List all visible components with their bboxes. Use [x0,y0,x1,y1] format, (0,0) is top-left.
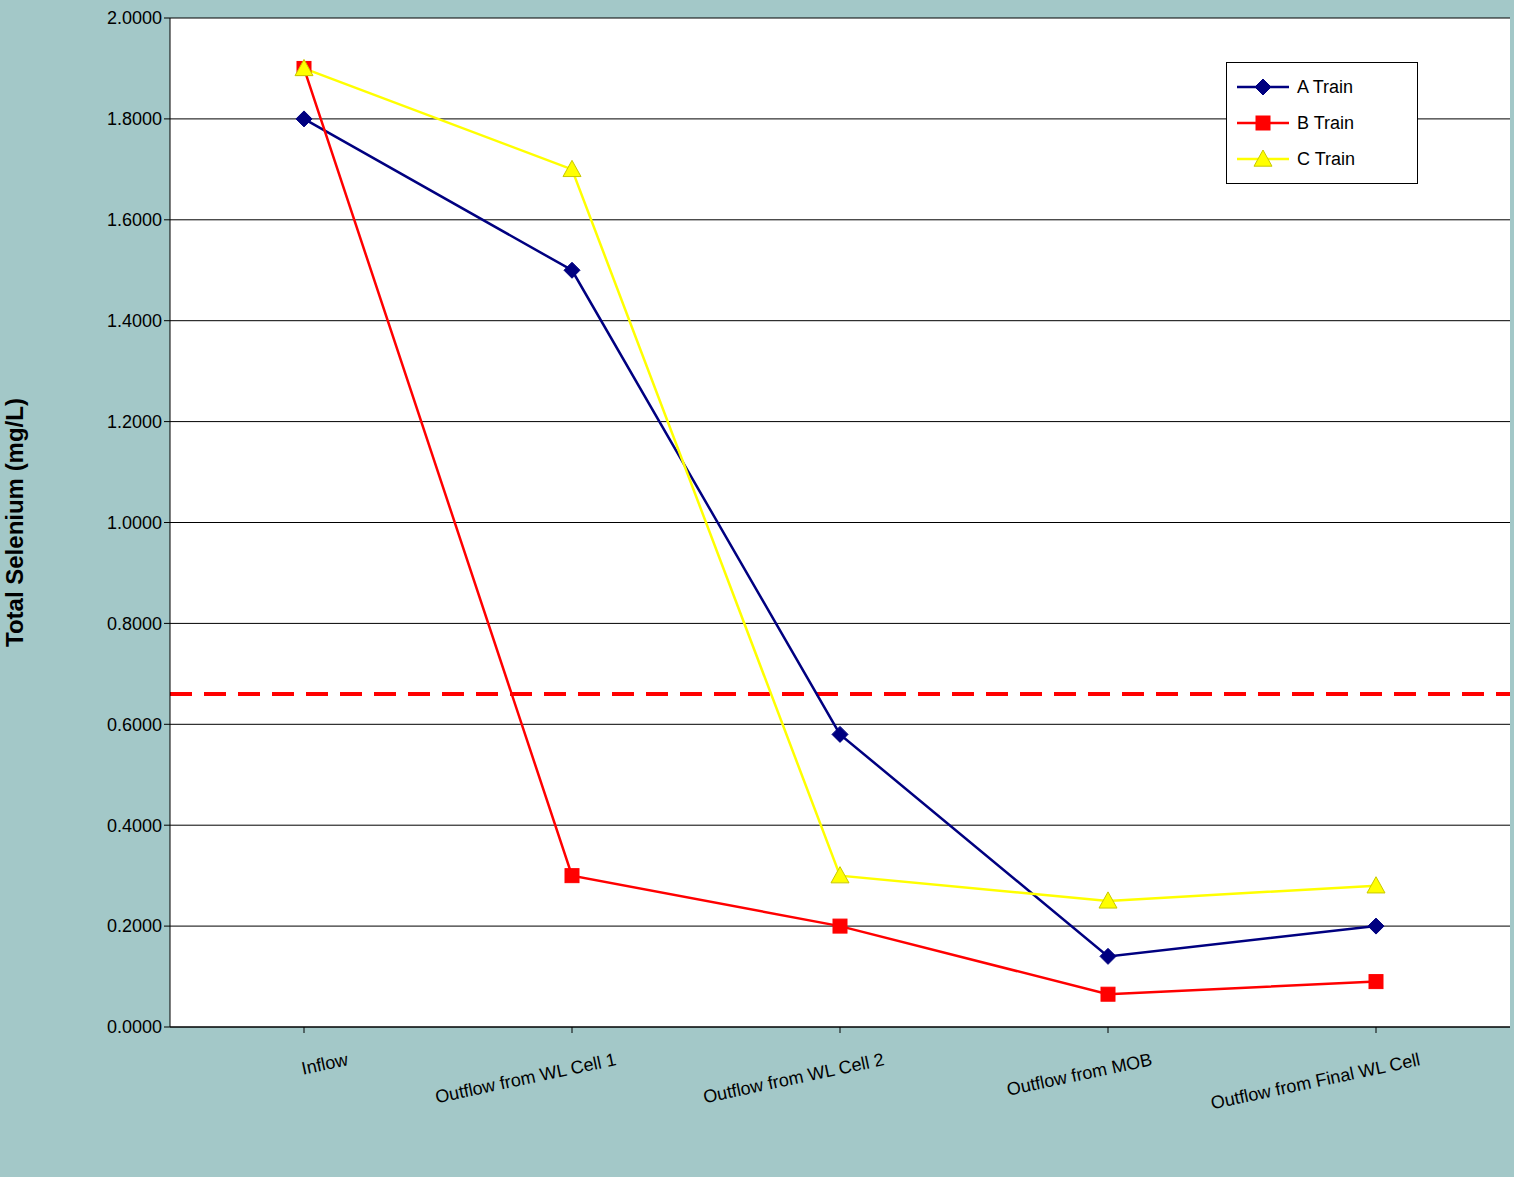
svg-text:Inflow: Inflow [300,1049,351,1079]
svg-text:1.6000: 1.6000 [107,210,162,230]
svg-text:0.8000: 0.8000 [107,614,162,634]
svg-text:Outflow from Final WL Cell: Outflow from Final WL Cell [1209,1049,1422,1113]
svg-text:2.0000: 2.0000 [107,8,162,28]
svg-text:Outflow from WL Cell 2: Outflow from WL Cell 2 [701,1049,886,1107]
svg-text:Total Selenium (mg/L): Total Selenium (mg/L) [1,398,28,647]
svg-text:1.2000: 1.2000 [107,412,162,432]
svg-text:0.0000: 0.0000 [107,1017,162,1037]
svg-text:0.6000: 0.6000 [107,715,162,735]
svg-text:0.2000: 0.2000 [107,916,162,936]
html-text:A Train: A Train [1297,76,1353,97]
html-text:C Train: C Train [1297,148,1355,169]
svg-text:0.4000: 0.4000 [107,816,162,836]
svg-text:1.4000: 1.4000 [107,311,162,331]
svg-text:1.8000: 1.8000 [107,109,162,129]
html-text:B Train: B Train [1297,112,1354,133]
svg-text:Outflow from WL Cell 1: Outflow from WL Cell 1 [433,1049,618,1107]
svg-text:1.0000: 1.0000 [107,513,162,533]
svg-text:Outflow from MOB: Outflow from MOB [1005,1049,1154,1099]
